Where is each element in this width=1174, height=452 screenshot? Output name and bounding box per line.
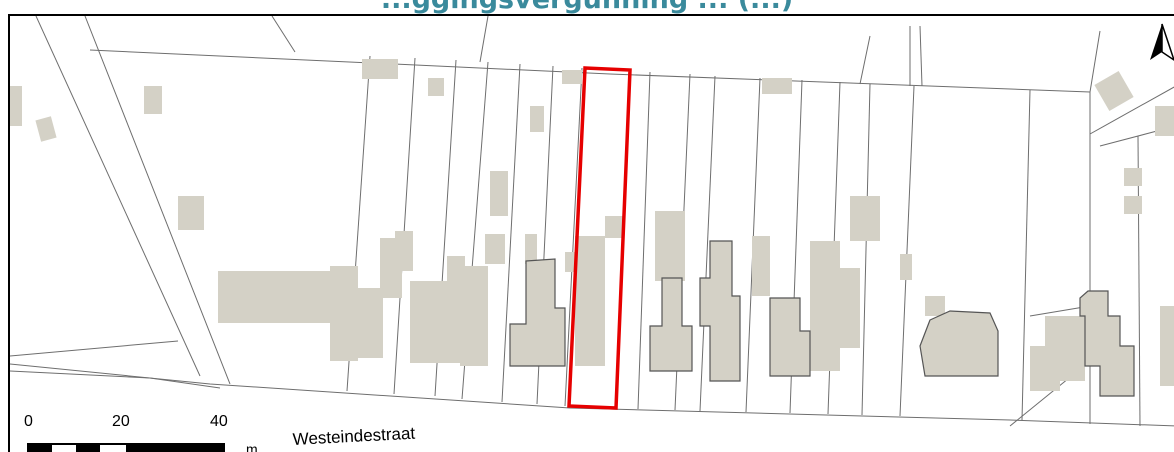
highlighted-parcel[interactable] [567, 66, 632, 410]
north-arrow-icon [1150, 23, 1174, 61]
cadastral-map[interactable]: Westeindestraat 0 20 40 m [10, 16, 1174, 452]
buildings [10, 59, 1174, 391]
map-frame[interactable]: Westeindestraat 0 20 40 m [8, 14, 1174, 452]
scale-unit: m [246, 441, 258, 452]
scale-bar: 0 20 40 m [24, 413, 258, 452]
parcel-lines [10, 16, 1174, 427]
outlined-buildings [509, 240, 1135, 397]
scale-tick-0: 0 [24, 413, 33, 430]
scale-tick-20: 20 [112, 413, 130, 430]
scale-tick-40: 40 [210, 413, 228, 430]
street-label: Westeindestraat [292, 424, 416, 449]
map-title: ...ggingsvergunning ... (...) [0, 0, 1174, 15]
